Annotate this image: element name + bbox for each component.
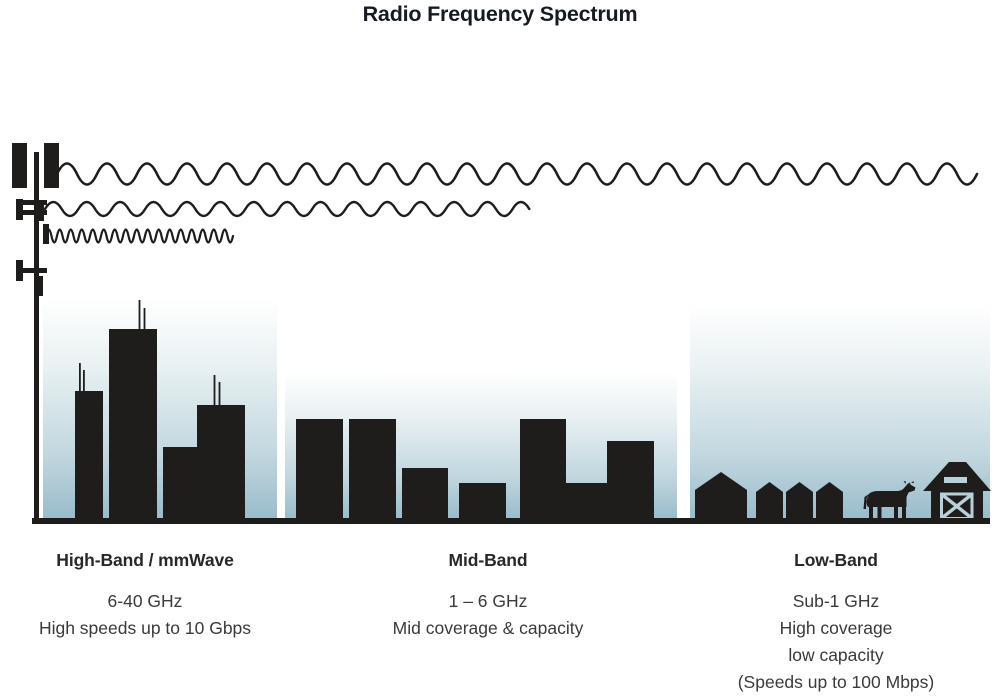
low-band-heading: Low-Band bbox=[794, 550, 878, 570]
spectrum-scene bbox=[12, 143, 991, 524]
short-wavelength-wave bbox=[44, 228, 235, 244]
rooftop-antenna bbox=[143, 308, 146, 329]
cow-icon bbox=[863, 481, 916, 520]
low-band-description: High coverage bbox=[779, 618, 893, 638]
barn-roof bbox=[923, 462, 991, 491]
rooftop-antenna bbox=[83, 370, 85, 391]
mid-building bbox=[349, 419, 396, 520]
house-small bbox=[816, 482, 843, 520]
antenna-tier3-box bbox=[43, 224, 49, 244]
medium-wavelength-wave bbox=[43, 200, 531, 218]
barn-loft-window bbox=[944, 477, 967, 483]
house-silhouettes bbox=[695, 472, 843, 520]
tower-mast bbox=[34, 152, 39, 520]
high-band-heading: High-Band / mmWave bbox=[56, 550, 234, 570]
cow-horn bbox=[903, 481, 906, 484]
skyscraper-2 bbox=[109, 300, 157, 520]
mid-band-frequency: 1 – 6 GHz bbox=[448, 591, 528, 611]
cow-tail bbox=[863, 494, 869, 509]
high-band-label-group: High-Band / mmWave 6-40 GHz High speeds … bbox=[10, 550, 280, 642]
house-small bbox=[786, 482, 813, 520]
skyscraper-3 bbox=[163, 447, 197, 520]
mid-band-label-group: Mid-Band 1 – 6 GHz Mid coverage & capaci… bbox=[328, 550, 648, 642]
high-band-frequency: 6-40 GHz bbox=[107, 591, 183, 611]
antenna-panel-right bbox=[44, 143, 59, 188]
rooftop-antenna bbox=[79, 363, 81, 391]
house-large bbox=[695, 472, 747, 520]
barn-icon bbox=[923, 462, 991, 520]
antenna-tier4-crossbar bbox=[16, 268, 47, 273]
long-wavelength-wave bbox=[55, 162, 979, 186]
low-band-description: (Speeds up to 100 Mbps) bbox=[737, 672, 935, 692]
mid-building bbox=[607, 441, 654, 520]
page-title: Radio Frequency Spectrum bbox=[362, 2, 638, 26]
mid-building-silhouettes bbox=[296, 419, 654, 520]
low-band-label-group: Low-Band Sub-1 GHz High coverage low cap… bbox=[686, 550, 986, 696]
high-band-description: High speeds up to 10 Gbps bbox=[38, 618, 252, 638]
mid-building bbox=[402, 468, 448, 520]
cow-horn bbox=[911, 481, 914, 483]
ground-line bbox=[32, 518, 990, 524]
rooftop-antenna bbox=[213, 375, 216, 405]
mid-building bbox=[566, 483, 613, 520]
mid-band-heading: Mid-Band bbox=[448, 550, 528, 570]
skyscraper-4 bbox=[197, 375, 245, 520]
mid-band-description: Mid coverage & capacity bbox=[392, 618, 584, 638]
low-band-description: low capacity bbox=[788, 645, 884, 665]
antenna-tier2-crossbar-bottom bbox=[16, 210, 47, 215]
rooftop-antenna bbox=[138, 300, 141, 329]
rooftop-antenna bbox=[218, 382, 221, 405]
skyscraper-1 bbox=[75, 363, 103, 520]
antenna-tier4-stub bbox=[38, 276, 43, 296]
mid-building bbox=[520, 419, 566, 520]
mid-building bbox=[459, 483, 506, 520]
barn-body bbox=[931, 487, 983, 520]
skyscraper-silhouettes bbox=[75, 300, 245, 520]
low-band-frequency: Sub-1 GHz bbox=[792, 591, 880, 611]
antenna-panel-left bbox=[12, 143, 27, 188]
house-small bbox=[756, 482, 783, 520]
antenna-tier2-crossbar-top bbox=[16, 200, 47, 205]
cell-tower-icon bbox=[12, 143, 59, 520]
mid-building bbox=[296, 419, 343, 520]
antenna-tier2-stub bbox=[39, 204, 44, 221]
antenna-tier2-box bbox=[16, 199, 23, 220]
